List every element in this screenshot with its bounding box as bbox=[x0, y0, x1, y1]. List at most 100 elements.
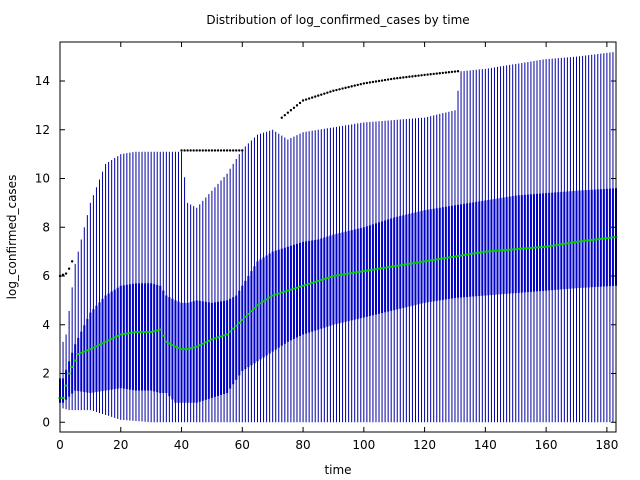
outlier-point bbox=[353, 84, 356, 87]
median-marker bbox=[432, 258, 436, 261]
box-body bbox=[426, 209, 429, 303]
box-body bbox=[326, 236, 329, 327]
outlier-point bbox=[399, 76, 402, 80]
outlier-point bbox=[356, 83, 359, 87]
box-body bbox=[417, 211, 420, 305]
median-marker bbox=[280, 291, 284, 294]
median-marker bbox=[447, 256, 451, 259]
median-marker bbox=[237, 321, 241, 324]
outlier-point bbox=[320, 93, 323, 96]
box-body bbox=[539, 193, 542, 292]
median-marker bbox=[584, 239, 588, 242]
outlier-point bbox=[414, 74, 417, 78]
box-body bbox=[566, 191, 569, 289]
median-marker bbox=[410, 262, 414, 265]
median-marker bbox=[64, 384, 68, 387]
outlier-point bbox=[286, 111, 290, 114]
median-layer bbox=[58, 236, 618, 399]
outlier-point bbox=[238, 149, 241, 152]
box-body bbox=[490, 199, 493, 296]
median-marker bbox=[97, 343, 101, 346]
outlier-point bbox=[368, 81, 372, 84]
outlier-point bbox=[365, 81, 369, 85]
median-marker bbox=[502, 249, 506, 252]
median-marker bbox=[158, 328, 162, 331]
median-marker bbox=[328, 275, 332, 278]
median-marker bbox=[444, 256, 448, 259]
box-body bbox=[526, 194, 529, 293]
median-marker bbox=[526, 247, 530, 250]
outlier-point bbox=[350, 85, 353, 88]
median-marker bbox=[556, 243, 560, 246]
box-body bbox=[186, 302, 189, 403]
median-marker bbox=[438, 257, 442, 260]
median-marker bbox=[325, 276, 329, 279]
box-body bbox=[396, 216, 399, 310]
median-marker bbox=[426, 259, 430, 262]
median-marker bbox=[170, 344, 174, 347]
box-body bbox=[356, 228, 359, 319]
box-body bbox=[387, 219, 390, 312]
median-marker bbox=[544, 245, 548, 248]
median-marker bbox=[161, 334, 165, 337]
box-body bbox=[551, 192, 554, 291]
median-marker bbox=[298, 285, 302, 288]
box-body bbox=[308, 240, 311, 333]
box-body bbox=[542, 193, 545, 291]
outlier-point bbox=[438, 72, 441, 75]
median-marker bbox=[234, 324, 238, 327]
median-marker bbox=[429, 259, 433, 262]
median-marker bbox=[489, 250, 493, 253]
box-body bbox=[201, 301, 204, 401]
box-body bbox=[487, 199, 490, 296]
box-body bbox=[101, 298, 104, 392]
box-body bbox=[499, 198, 502, 295]
median-marker bbox=[192, 346, 196, 349]
box-body bbox=[207, 302, 210, 399]
y-tick-label: 10 bbox=[35, 172, 50, 186]
median-marker bbox=[252, 307, 256, 310]
box-body bbox=[292, 244, 295, 339]
median-marker bbox=[331, 275, 335, 277]
box-body bbox=[144, 283, 147, 391]
median-marker bbox=[131, 331, 135, 334]
box-body bbox=[475, 201, 478, 297]
outlier-point bbox=[426, 73, 429, 76]
box-body bbox=[517, 195, 520, 293]
median-marker bbox=[462, 254, 466, 257]
box-body bbox=[362, 227, 365, 318]
box-body bbox=[204, 301, 207, 400]
outlier-point bbox=[304, 98, 308, 101]
box-body bbox=[590, 189, 593, 288]
outlier-point bbox=[219, 149, 223, 152]
box-body bbox=[572, 190, 575, 289]
box-body bbox=[335, 233, 338, 325]
box-body bbox=[514, 195, 517, 294]
box-body bbox=[350, 230, 353, 321]
box-body bbox=[274, 250, 277, 350]
median-marker bbox=[271, 294, 275, 297]
median-marker bbox=[164, 340, 168, 343]
median-marker bbox=[605, 237, 609, 240]
outlier-point bbox=[405, 75, 408, 79]
median-marker bbox=[125, 332, 129, 335]
median-marker bbox=[590, 239, 594, 241]
box-body bbox=[414, 212, 417, 306]
box-body bbox=[92, 309, 95, 393]
box-body bbox=[226, 300, 229, 393]
outlier-point bbox=[344, 86, 347, 90]
median-marker bbox=[383, 266, 387, 269]
median-marker bbox=[380, 267, 384, 270]
median-marker bbox=[353, 271, 357, 274]
median-marker bbox=[374, 268, 378, 271]
outlier-point bbox=[183, 149, 186, 152]
median-marker bbox=[413, 261, 417, 264]
median-marker bbox=[204, 341, 208, 344]
box-body bbox=[359, 227, 362, 319]
x-axis-ticks: 0 20 40 60 80 100 120 140 160 180 bbox=[56, 42, 618, 452]
median-marker bbox=[70, 366, 74, 368]
box-body bbox=[71, 352, 74, 394]
median-marker bbox=[568, 241, 572, 244]
box-body bbox=[159, 285, 162, 393]
median-marker bbox=[344, 273, 348, 276]
